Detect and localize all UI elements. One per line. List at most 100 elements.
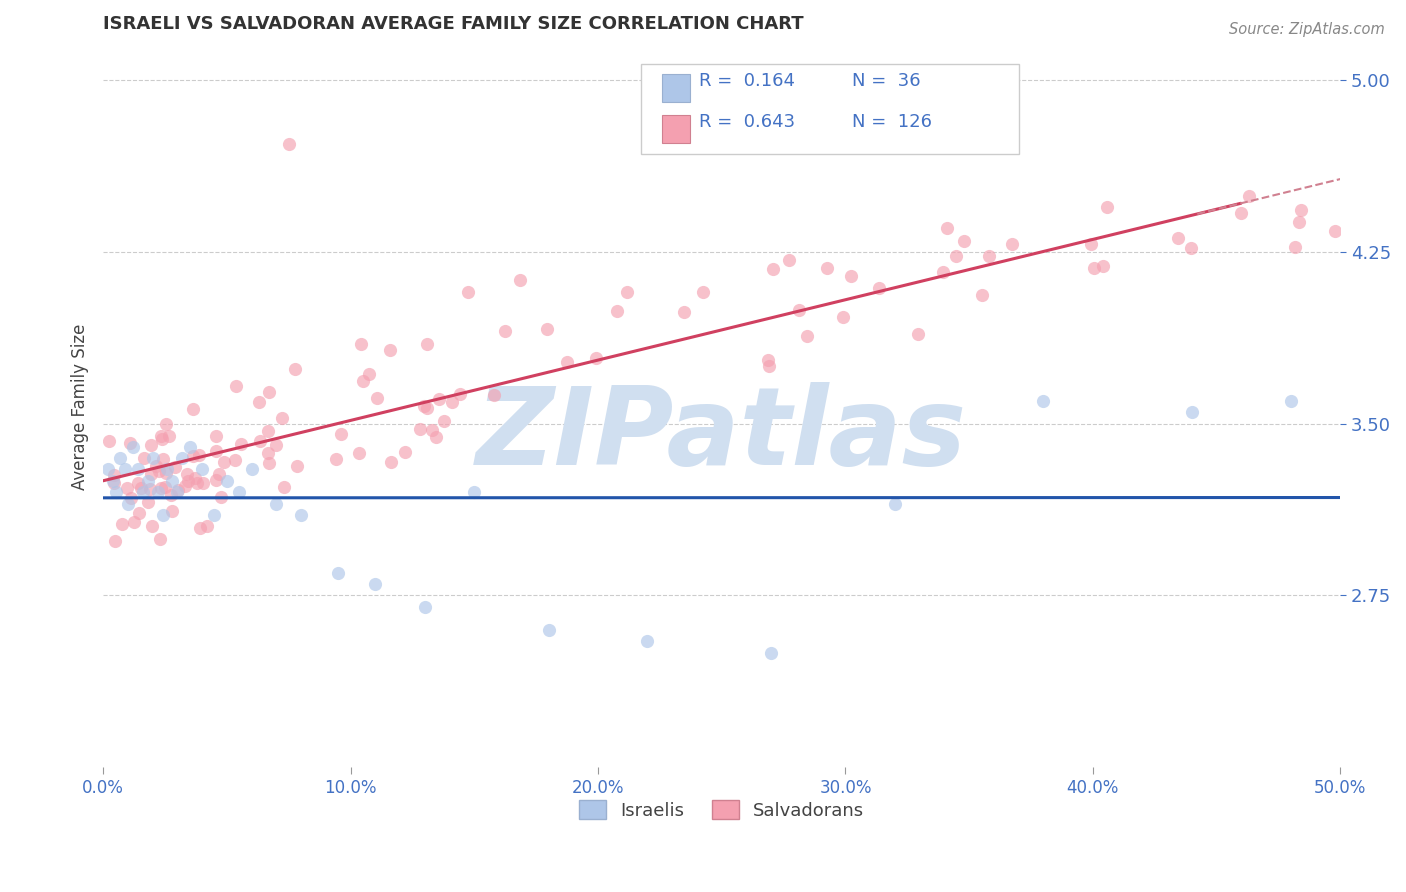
Point: [141, 519, 163, 533]
Point: [110, 450, 132, 465]
Point: [290, 508, 312, 523]
Point: [420, 423, 443, 437]
Point: [380, 455, 402, 469]
Point: [215, 474, 238, 488]
Point: [1001, 237, 1024, 252]
Point: [413, 599, 436, 614]
Point: [132, 451, 155, 466]
Point: [509, 273, 531, 287]
Point: [142, 450, 165, 465]
Bar: [662, 75, 689, 102]
Point: [122, 516, 145, 530]
Point: [204, 508, 226, 523]
Point: [97, 434, 120, 448]
Point: [162, 474, 184, 488]
Point: [172, 450, 194, 465]
Point: [328, 566, 350, 580]
Point: [224, 453, 246, 467]
Point: [167, 483, 190, 497]
Point: [352, 374, 374, 388]
Point: [191, 476, 214, 491]
Point: [264, 437, 287, 451]
Point: [364, 577, 387, 591]
Point: [101, 474, 124, 488]
Point: [204, 444, 226, 458]
Text: N =  36: N = 36: [852, 72, 921, 90]
Point: [179, 440, 201, 454]
Point: [148, 464, 170, 478]
Point: [1080, 236, 1102, 251]
Point: [427, 392, 450, 406]
Point: [155, 466, 177, 480]
Legend: Israelis, Salvadorans: Israelis, Salvadorans: [572, 792, 872, 827]
Point: [616, 285, 638, 299]
Point: [120, 435, 142, 450]
Point: [181, 449, 204, 463]
Point: [449, 387, 471, 401]
Point: [416, 401, 439, 415]
Point: [637, 634, 659, 648]
Point: [557, 355, 579, 369]
Point: [127, 462, 149, 476]
Point: [240, 462, 263, 476]
Point: [121, 440, 143, 454]
Point: [186, 476, 208, 491]
Point: [285, 459, 308, 474]
Point: [537, 623, 560, 637]
Point: [433, 414, 456, 428]
Point: [145, 459, 167, 474]
Point: [157, 428, 180, 442]
Point: [104, 534, 127, 549]
Point: [136, 474, 159, 488]
Point: [139, 467, 162, 481]
Point: [188, 521, 211, 535]
Point: [228, 485, 250, 500]
Point: [884, 497, 907, 511]
Text: R =  0.164: R = 0.164: [699, 72, 796, 90]
Point: [176, 467, 198, 481]
Point: [229, 437, 252, 451]
Point: [692, 285, 714, 300]
Point: [409, 422, 432, 436]
Point: [325, 452, 347, 467]
Point: [257, 456, 280, 470]
Text: R =  0.643: R = 0.643: [699, 112, 796, 130]
Point: [103, 476, 125, 491]
Point: [184, 470, 207, 484]
Point: [152, 508, 174, 523]
Point: [121, 491, 143, 505]
Point: [117, 481, 139, 495]
Point: [1095, 200, 1118, 214]
Point: [1180, 241, 1202, 255]
Point: [536, 322, 558, 336]
Point: [129, 481, 152, 495]
Point: [907, 327, 929, 342]
Point: [212, 455, 235, 469]
Point: [205, 429, 228, 443]
Point: [225, 378, 247, 392]
Point: [174, 479, 197, 493]
Point: [463, 485, 485, 500]
Point: [152, 452, 174, 467]
Point: [127, 475, 149, 490]
Point: [138, 494, 160, 508]
Point: [128, 506, 150, 520]
Point: [1288, 214, 1310, 228]
Text: Source: ZipAtlas.com: Source: ZipAtlas.com: [1229, 22, 1385, 37]
Point: [156, 462, 179, 476]
Point: [839, 269, 862, 284]
Point: [117, 497, 139, 511]
Point: [482, 388, 505, 402]
Point: [181, 401, 204, 416]
Point: [359, 367, 381, 381]
Bar: [662, 115, 689, 143]
Point: [139, 483, 162, 497]
Point: [972, 288, 994, 302]
Point: [1323, 224, 1346, 238]
Point: [673, 305, 696, 319]
Point: [256, 424, 278, 438]
Point: [191, 462, 214, 476]
Point: [132, 485, 155, 500]
Point: [163, 459, 186, 474]
Point: [150, 429, 173, 443]
